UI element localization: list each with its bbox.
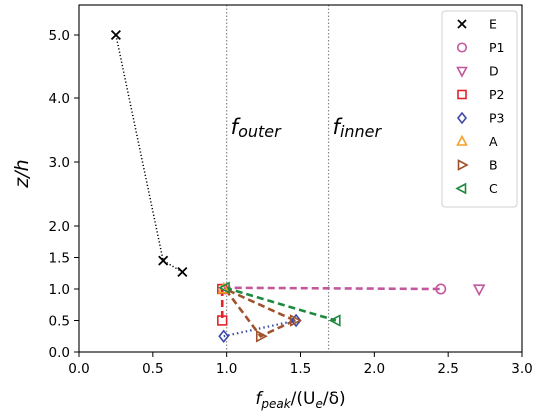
y-tick-label: 4.0	[49, 91, 70, 107]
legend-marker-p3	[456, 111, 468, 125]
point-c-1	[328, 314, 341, 327]
series-p1-line	[223, 286, 441, 291]
legend-label-p2: P2	[489, 87, 505, 102]
legend-label-p3: P3	[489, 111, 505, 126]
legend-marker-p2	[457, 89, 467, 100]
point-e-2	[177, 266, 188, 278]
legend-entry-p1: P1	[456, 40, 505, 55]
legend-entry-d: D	[456, 64, 499, 79]
series-p3-line	[223, 319, 297, 338]
legend-marker-d	[456, 66, 468, 78]
legend-label-b: B	[489, 158, 498, 173]
vline-label-inner: finner	[333, 115, 383, 141]
point-d-0	[472, 284, 486, 297]
series-p3-points	[218, 313, 302, 344]
x-tick-label: 2.0	[364, 361, 385, 377]
legend-label-c: C	[489, 181, 498, 196]
y-tick-label: 1.5	[49, 251, 70, 267]
point-b-0	[255, 329, 268, 343]
y-tick-label: 0.0	[49, 345, 70, 361]
point-c-0	[217, 281, 230, 295]
reference-lines	[226, 5, 330, 352]
x-tick-label: 3.0	[511, 361, 532, 377]
legend-marker-b	[457, 159, 469, 171]
x-tick-label: 1.0	[216, 361, 237, 377]
x-tick-label: 2.5	[437, 361, 458, 377]
ticks: 0.0 0.5 1.0 1.5 2.0 2.5 3.0 0.0 0.5 1.0 1.5 2.0 3.0 4…	[49, 28, 533, 377]
series-p3	[223, 319, 297, 338]
legend-label-a: A	[489, 134, 498, 149]
x-axis-label: fpeak/(Ue/δ)	[255, 389, 345, 411]
point-e-0	[110, 29, 121, 41]
legend-marker-c	[455, 182, 467, 195]
legend-marker-e	[457, 19, 467, 29]
series-layer	[110, 29, 486, 344]
y-axis-label: z/h	[11, 159, 33, 188]
series-b-points	[255, 314, 302, 343]
vline-label-outer: fouter	[231, 115, 282, 141]
y-tick-label: 0.5	[49, 314, 70, 330]
y-tick-label: 5.0	[49, 28, 70, 44]
legend-entry-p3: P3	[456, 111, 505, 126]
y-tick-label: 3.0	[49, 155, 70, 171]
labels: fouter finner fpeak/(Ue/δ) z/h	[11, 115, 383, 411]
y-tick-label: 1.0	[49, 282, 70, 298]
legend-entry-e: E	[457, 17, 497, 32]
series-e-line	[115, 34, 183, 273]
legend: E P1 D P2 P3 ABC	[441, 10, 518, 208]
point-p3-0	[218, 329, 230, 344]
legend-box	[441, 10, 518, 208]
series-c-points	[217, 281, 341, 327]
series-p1	[223, 286, 441, 291]
series-d-points	[472, 284, 486, 297]
legend-entry-c: C	[455, 181, 498, 196]
legend-entry-b: B	[457, 158, 498, 173]
series-b-line	[224, 287, 296, 338]
point-b-1	[289, 314, 302, 327]
series-e-points	[110, 29, 188, 278]
legend-marker-a	[456, 134, 468, 146]
legend-entry-p2: P2	[457, 87, 505, 102]
legend-entry-a: A	[456, 134, 498, 149]
legend-label-e: E	[489, 17, 497, 32]
legend-marker-p1	[456, 42, 468, 53]
point-p2-1	[217, 315, 228, 326]
x-tick-label: 1.5	[290, 361, 311, 377]
legend-label-d: D	[489, 64, 499, 79]
y-tick-label: 2.0	[49, 219, 70, 235]
series-b	[224, 287, 296, 338]
point-p1-0	[435, 283, 447, 295]
series-e	[115, 34, 183, 273]
point-p3-1	[290, 313, 302, 328]
legend-label-p1: P1	[489, 40, 505, 55]
point-e-1	[158, 255, 169, 266]
series-c-line	[224, 286, 337, 322]
x-tick-label: 0.5	[142, 361, 163, 377]
series-p1-points	[435, 283, 447, 295]
x-tick-label: 0.0	[68, 361, 89, 377]
series-c	[224, 286, 337, 322]
